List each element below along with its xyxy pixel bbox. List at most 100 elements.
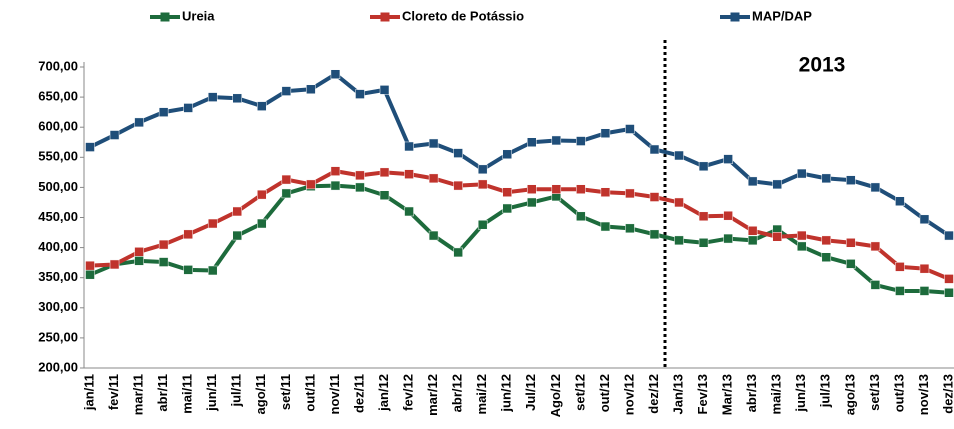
marker: [502, 187, 512, 197]
marker: [600, 221, 611, 232]
y-tick-label: 450,00: [38, 209, 78, 224]
marker: [207, 92, 218, 102]
legend-label: Cloreto de Potássio: [402, 8, 524, 23]
marker: [649, 192, 660, 202]
marker: [232, 230, 243, 241]
marker: [551, 184, 562, 194]
marker: [257, 101, 267, 111]
marker: [281, 86, 292, 96]
marker: [428, 173, 439, 184]
marker: [870, 182, 881, 193]
marker: [698, 211, 709, 222]
marker: [207, 218, 218, 229]
marker: [698, 161, 709, 172]
y-tick-label: 400,00: [38, 239, 78, 254]
marker: [232, 206, 243, 217]
marker: [919, 263, 930, 274]
x-tick-label: out/11: [302, 374, 317, 412]
marker: [355, 89, 365, 99]
marker: [281, 188, 292, 199]
x-tick-label: nov/12: [621, 374, 636, 415]
marker: [85, 269, 95, 280]
marker: [674, 197, 684, 208]
y-tick-label: 700,00: [38, 58, 78, 73]
y-tick-label: 600,00: [38, 119, 78, 134]
marker: [453, 180, 463, 191]
x-tick-label: out/12: [597, 374, 612, 412]
marker: [674, 235, 684, 246]
marker: [404, 206, 414, 217]
x-tick-label: dez/12: [646, 374, 661, 414]
x-tick-label: ago/11: [253, 374, 268, 414]
legend-marker: [380, 12, 390, 22]
marker: [477, 179, 488, 190]
marker: [796, 230, 807, 241]
x-tick-label: Jan/13: [670, 374, 685, 414]
legend-marker: [160, 12, 170, 22]
x-tick-label: set/12: [572, 374, 587, 411]
y-tick-label: 550,00: [38, 149, 78, 164]
x-tick-label: set/13: [867, 374, 882, 411]
x-tick-label: set/11: [278, 374, 293, 410]
marker: [600, 128, 611, 138]
marker: [477, 164, 488, 175]
x-tick-label: ago/13: [842, 374, 857, 415]
y-tick-label: 500,00: [38, 179, 78, 194]
x-tick-label: mai/11: [180, 374, 195, 414]
marker: [944, 274, 954, 284]
marker: [821, 252, 832, 262]
marker: [747, 235, 758, 246]
marker: [649, 229, 660, 240]
marker: [134, 247, 144, 257]
marker: [257, 189, 267, 200]
x-tick-label: dez/11: [351, 374, 366, 413]
y-tick-label: 200,00: [38, 359, 78, 374]
marker: [379, 85, 390, 95]
marker: [379, 190, 390, 200]
x-tick-label: Jul/12: [523, 374, 538, 411]
marker: [895, 196, 905, 206]
marker: [625, 188, 635, 199]
x-tick-label: mar/11: [131, 374, 146, 415]
marker: [404, 141, 414, 152]
marker: [576, 184, 586, 194]
marker: [232, 93, 243, 104]
marker: [919, 286, 930, 296]
y-tick-label: 650,00: [38, 89, 78, 104]
marker: [134, 256, 144, 266]
x-tick-label: mar/12: [425, 374, 440, 416]
marker: [355, 182, 365, 193]
x-tick-label: abr/11: [155, 374, 170, 412]
marker: [85, 260, 95, 271]
legend-label: MAP/DAP: [752, 8, 812, 23]
marker: [428, 230, 439, 241]
legend-label: Ureia: [182, 8, 215, 23]
marker: [158, 239, 169, 250]
x-tick-label: fev/11: [106, 374, 121, 410]
marker: [625, 223, 635, 234]
marker: [846, 259, 856, 269]
y-tick-label: 300,00: [38, 299, 78, 314]
marker: [330, 69, 341, 79]
marker: [134, 117, 144, 128]
x-tick-label: dez/13: [940, 374, 954, 414]
x-tick-label: jun/12: [499, 374, 514, 413]
marker: [453, 148, 463, 158]
marker: [551, 135, 562, 146]
marker: [158, 257, 169, 267]
marker: [895, 286, 905, 296]
y-tick-label: 250,00: [38, 329, 78, 344]
x-tick-label: mai/13: [769, 374, 784, 414]
x-tick-label: out/13: [891, 374, 906, 412]
marker: [576, 211, 586, 222]
x-tick-label: Ago/12: [548, 374, 563, 417]
x-tick-label: fev/12: [400, 374, 415, 411]
marker: [527, 184, 537, 194]
marker: [895, 262, 905, 272]
marker: [330, 166, 341, 176]
marker: [306, 179, 316, 190]
marker: [796, 168, 807, 179]
x-tick-label: Mar/13: [720, 374, 735, 415]
marker: [723, 154, 733, 164]
